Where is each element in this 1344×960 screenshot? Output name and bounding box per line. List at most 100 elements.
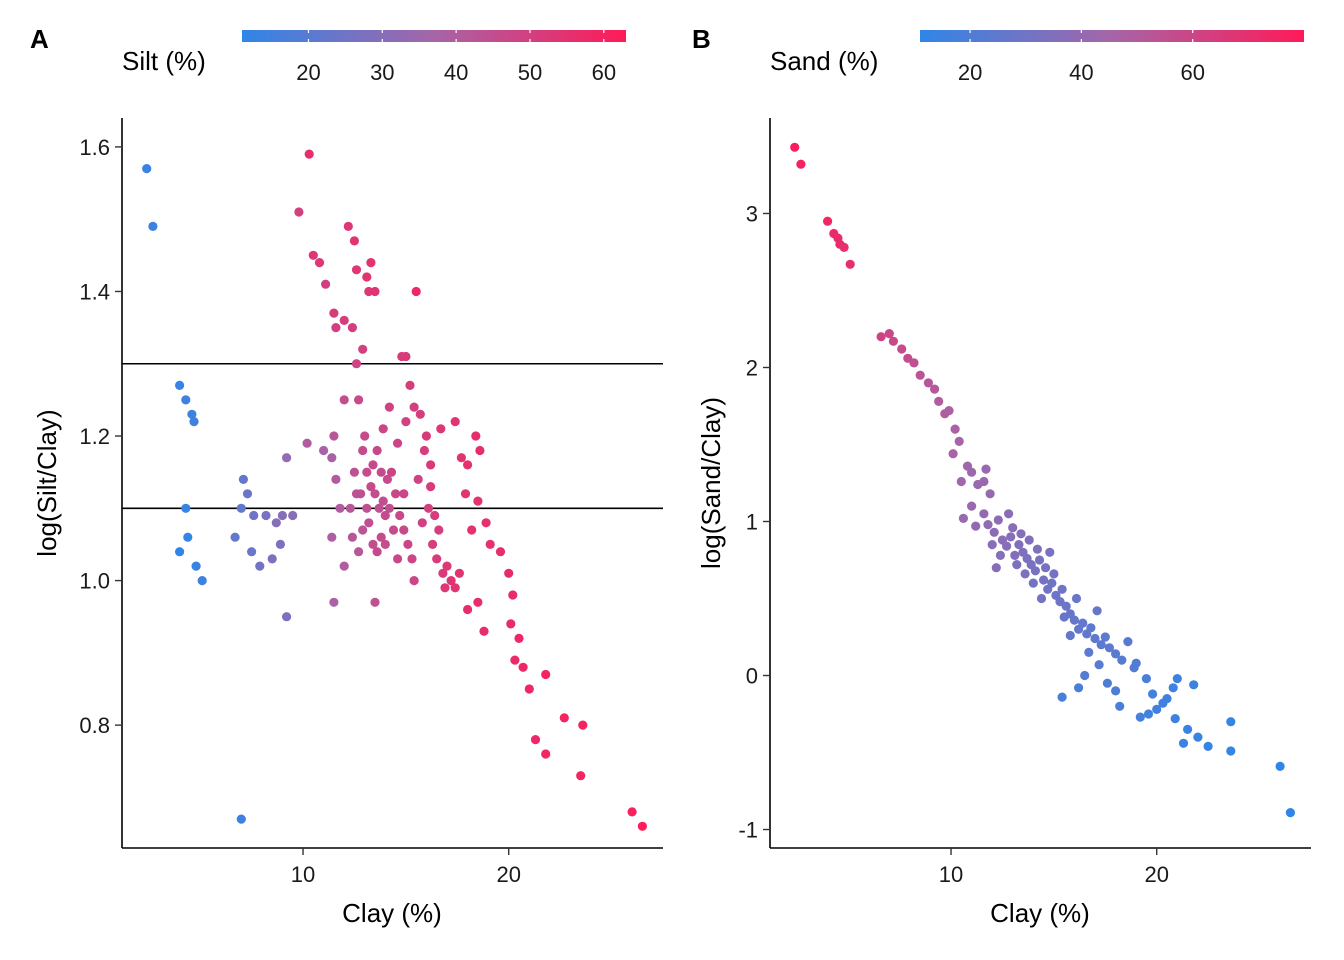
scatter-point (479, 626, 489, 636)
axis-ticks-a: 10 20 0.8 1.0 1.2 1.4 1.6 (79, 135, 521, 887)
scatter-point (995, 550, 1006, 561)
scatter-point (351, 359, 362, 369)
scatter-point (463, 460, 473, 470)
scatter-point (349, 467, 359, 477)
scatter-point (845, 259, 855, 269)
axis-ticks-b: 10 20 -1 0 1 2 3 (738, 201, 1169, 887)
scatter-point (1092, 606, 1102, 616)
scatter-point (343, 221, 353, 231)
scatter-point (790, 142, 800, 152)
scatter-point (364, 518, 374, 528)
scatter-point (438, 568, 448, 578)
scatter-point (368, 460, 378, 470)
legend-ticks-b: 20 40 60 (958, 30, 1205, 85)
scatter-point (450, 583, 460, 593)
scatter-point (351, 265, 362, 275)
scatter-point (405, 380, 415, 390)
scatter-point (181, 395, 191, 405)
scatter-point (1148, 689, 1158, 699)
scatter-point (518, 662, 528, 672)
scatter-point (485, 539, 495, 550)
scatter-point (1275, 761, 1285, 772)
scatter-point (442, 561, 452, 571)
scatter-point (339, 315, 349, 325)
panel-label-a: A (30, 24, 49, 54)
scatter-point (1059, 612, 1069, 622)
scatter-point (197, 576, 207, 586)
scatter-point (419, 445, 429, 456)
scatter-point (1143, 709, 1154, 719)
scatter-point (1178, 738, 1189, 748)
x-tick-label: 20 (496, 862, 520, 887)
scatter-point (302, 438, 312, 448)
scatter-point (339, 561, 349, 571)
scatter-point (423, 503, 434, 513)
scatter-point (956, 476, 966, 487)
scatter-point (354, 395, 364, 405)
scatter-points-a (142, 149, 648, 831)
scatter-point (314, 258, 325, 268)
scatter-point (1078, 618, 1088, 628)
scatter-point (329, 431, 339, 441)
colorbar-b (920, 30, 1304, 42)
scatter-point (417, 518, 427, 528)
scatter-point (1226, 746, 1236, 756)
scatter-point (354, 547, 364, 557)
scatter-point (376, 467, 386, 477)
scatter-point (382, 474, 392, 484)
scatter-point (1057, 584, 1067, 594)
scatter-point (467, 525, 477, 535)
scatter-point (288, 510, 298, 521)
scatter-point (370, 286, 380, 297)
scatter-point (271, 518, 281, 528)
scatter-point (395, 510, 405, 521)
scatter-point (514, 633, 524, 644)
scatter-point (230, 532, 240, 542)
scatter-point (356, 489, 366, 499)
scatter-point (1203, 741, 1213, 752)
scatter-point (454, 568, 464, 578)
scatter-point (1131, 658, 1141, 668)
scatter-point (1226, 717, 1236, 727)
scatter-point (967, 467, 977, 477)
y-axis-title-a: log(Silt/Clay) (32, 409, 62, 556)
scatter-point (294, 207, 304, 217)
scatter-point (1141, 674, 1151, 684)
scatter-point (376, 532, 386, 542)
scatter-point (987, 540, 997, 550)
y-tick-label: 2 (746, 355, 758, 380)
y-tick-label: 1.2 (79, 424, 110, 449)
y-axis-title-b: log(Sand/Clay) (696, 397, 726, 569)
scatter-point (481, 518, 491, 528)
colorbar-tick-label: 20 (958, 60, 982, 85)
colorbar-tick-label: 40 (444, 60, 468, 85)
x-tick-label: 10 (939, 862, 963, 887)
scatter-point (1012, 560, 1022, 570)
scatter-point (335, 503, 345, 513)
scatter-point (255, 561, 265, 571)
scatter-point (506, 619, 516, 629)
scatter-point (327, 532, 337, 542)
scatter-point (329, 308, 339, 318)
scatter-point (347, 532, 357, 542)
scatter-point (983, 520, 993, 530)
scatter-point (411, 286, 421, 297)
scatter-point (378, 496, 388, 506)
scatter-point (1086, 623, 1096, 633)
scatter-point (403, 539, 413, 550)
scatter-point (456, 453, 466, 463)
scatter-point (1024, 535, 1034, 545)
scatter-point (1074, 683, 1084, 693)
scatter-point (884, 329, 894, 339)
scatter-point (436, 424, 446, 434)
scatter-point (267, 554, 277, 564)
scatter-point (432, 554, 442, 564)
x-axis-title-a: Clay (%) (342, 898, 442, 928)
scatter-point (559, 713, 569, 723)
scatter-point (463, 604, 473, 615)
scatter-point (473, 597, 483, 607)
scatter-point (1117, 655, 1127, 665)
scatter-point (426, 482, 436, 492)
colorbar-a (242, 30, 626, 42)
scatter-point (319, 445, 329, 456)
